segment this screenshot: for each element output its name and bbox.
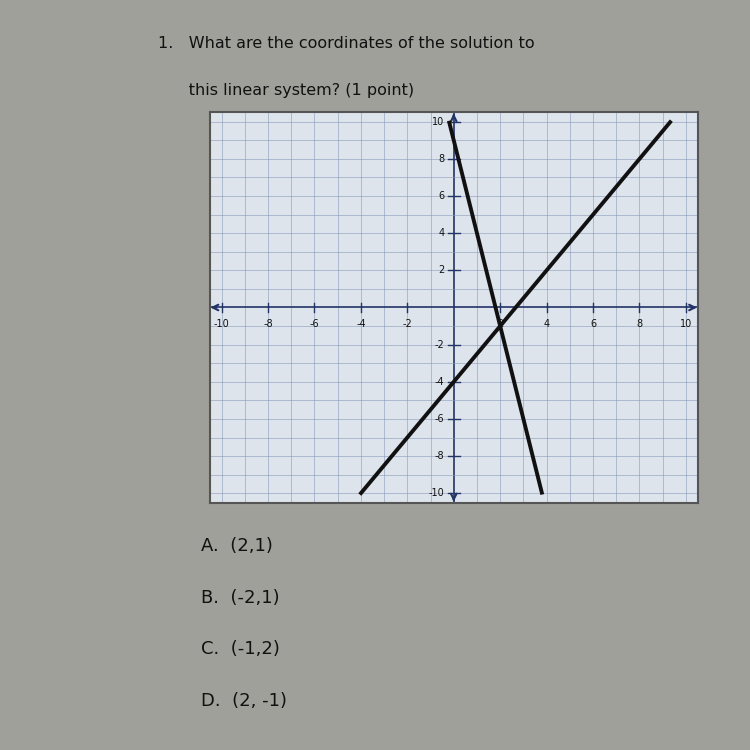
Text: 10: 10: [432, 117, 445, 127]
Text: -2: -2: [403, 319, 412, 328]
Text: A.  (2,1): A. (2,1): [201, 537, 273, 555]
Text: -2: -2: [435, 340, 445, 350]
Text: 10: 10: [680, 319, 692, 328]
Text: 1.   What are the coordinates of the solution to: 1. What are the coordinates of the solut…: [158, 36, 535, 51]
Text: C.  (-1,2): C. (-1,2): [201, 640, 280, 658]
Text: D.  (2, -1): D. (2, -1): [201, 692, 287, 710]
Text: -8: -8: [435, 451, 445, 461]
Text: 6: 6: [590, 319, 596, 328]
Text: -10: -10: [214, 319, 230, 328]
Text: 2: 2: [438, 266, 445, 275]
Text: 8: 8: [637, 319, 643, 328]
Text: -4: -4: [435, 376, 445, 387]
Text: -6: -6: [435, 414, 445, 424]
Text: -8: -8: [263, 319, 273, 328]
Text: 4: 4: [438, 228, 445, 238]
Text: 6: 6: [438, 191, 445, 201]
Text: 8: 8: [438, 154, 445, 164]
Text: B.  (-2,1): B. (-2,1): [201, 589, 280, 607]
Text: 4: 4: [544, 319, 550, 328]
Text: this linear system? (1 point): this linear system? (1 point): [158, 83, 414, 98]
Text: 2: 2: [497, 319, 503, 328]
Text: -4: -4: [356, 319, 366, 328]
Text: -6: -6: [310, 319, 320, 328]
Text: -10: -10: [429, 488, 445, 498]
